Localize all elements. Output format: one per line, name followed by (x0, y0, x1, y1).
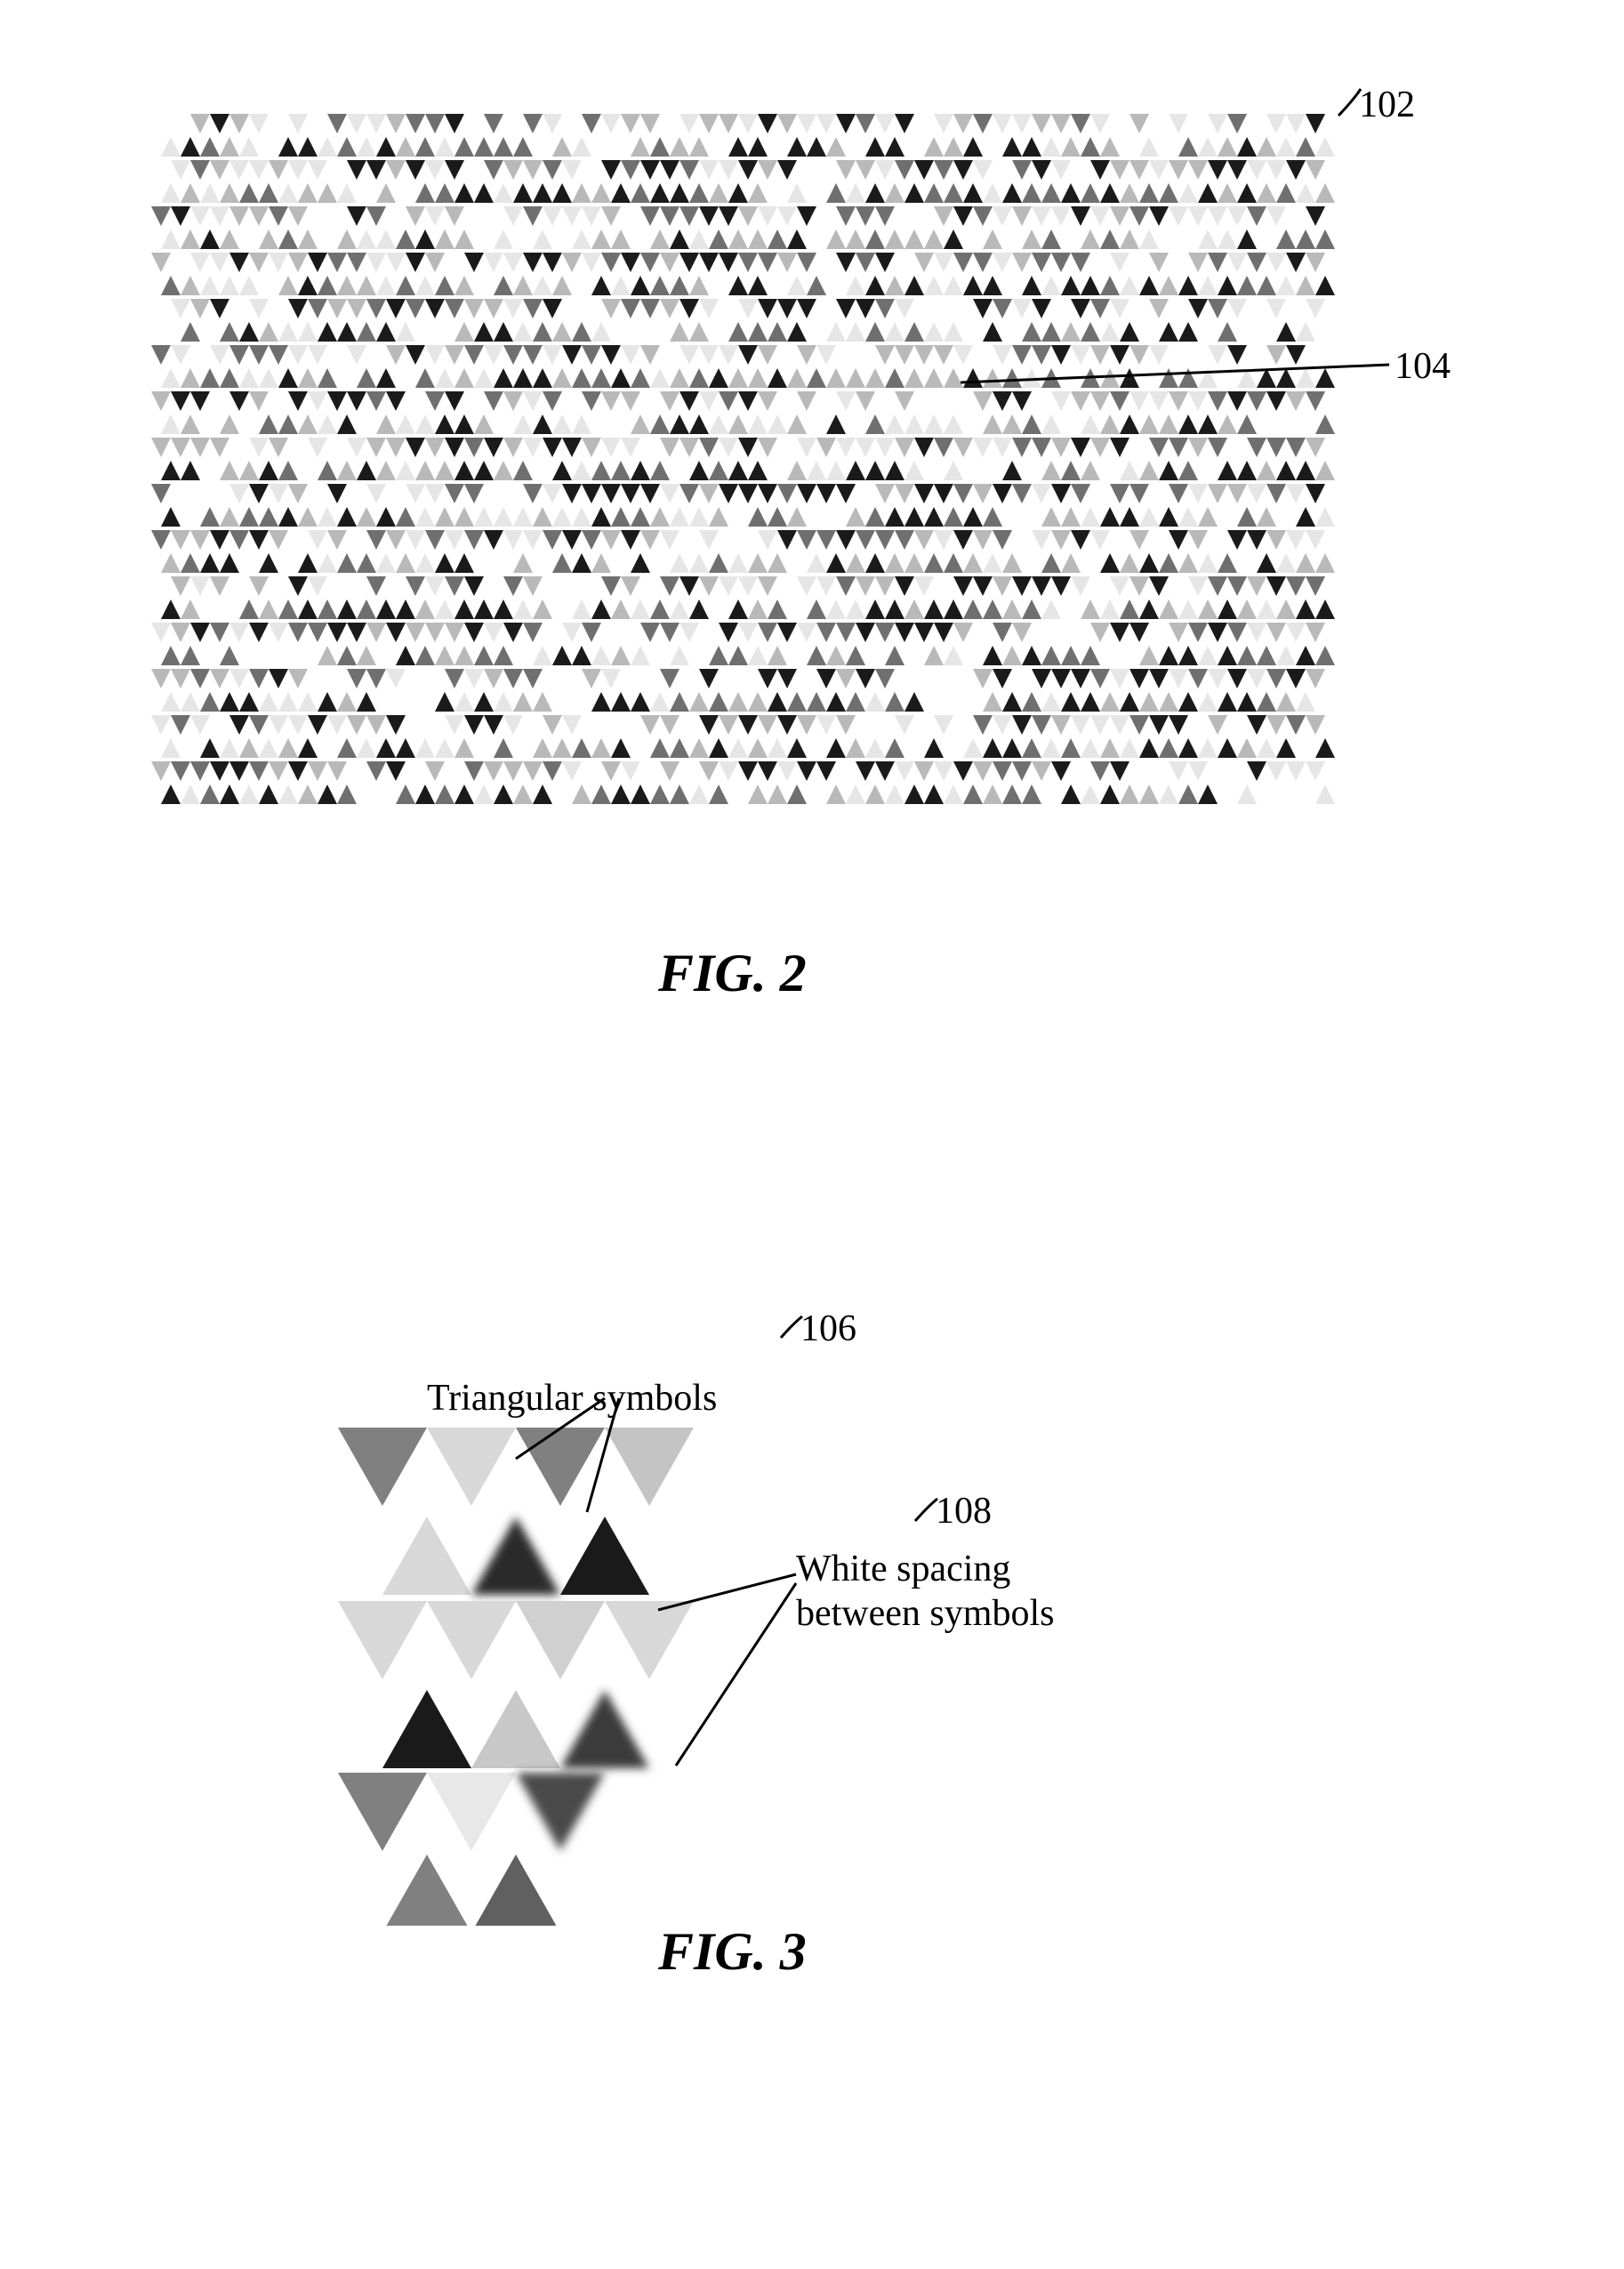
label-white-spacing-l1: White spacing (796, 1548, 1010, 1590)
label-triangular-symbols: Triangular symbols (427, 1377, 717, 1420)
fig3-caption: FIG. 3 (658, 1921, 807, 1983)
fig2-triangle-pattern (151, 114, 1343, 825)
ref-104: 104 (1395, 345, 1451, 388)
label-white-spacing-l2: between symbols (796, 1592, 1054, 1635)
fig2-caption: FIG. 2 (658, 943, 807, 1004)
ref-108: 108 (936, 1490, 992, 1533)
ref-106: 106 (800, 1307, 856, 1350)
ref-102: 102 (1359, 84, 1415, 126)
fig3-detail-pattern (338, 1428, 783, 1926)
